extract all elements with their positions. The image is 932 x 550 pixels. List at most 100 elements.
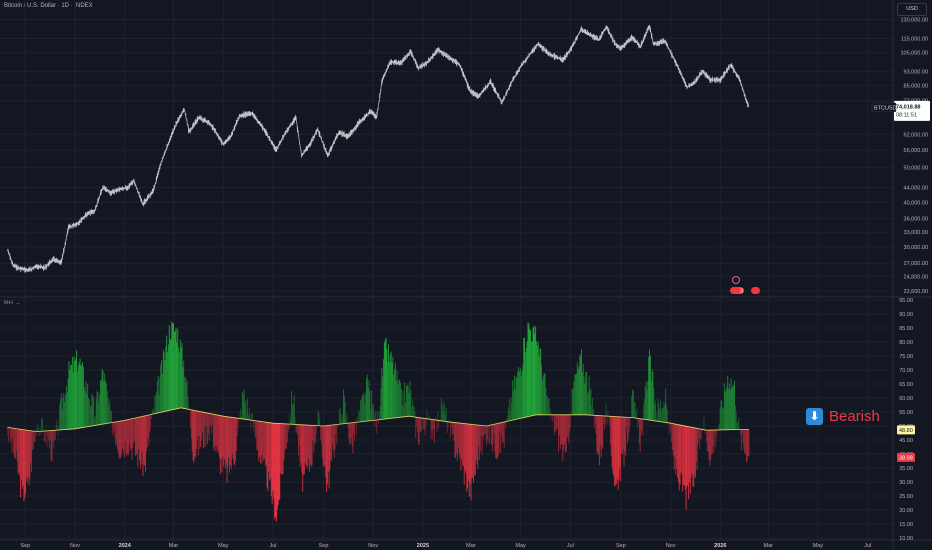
mfi-bar [376, 420, 378, 434]
mfi-bar [32, 431, 34, 450]
mfi-bar [135, 417, 137, 456]
mfi-bar [212, 414, 214, 426]
mfi-bar [330, 425, 332, 460]
mfi-bar [223, 416, 225, 467]
mfi-bar [535, 326, 537, 416]
mfi-bar [464, 423, 466, 471]
mfi-bar [626, 417, 628, 444]
mfi-bar [610, 416, 612, 457]
mfi-bar [468, 424, 470, 497]
mfi-bar [275, 423, 277, 522]
mfi-bar [511, 402, 513, 421]
mfi-bar [239, 413, 241, 419]
mfi-bar [151, 409, 153, 415]
last-price-countdown: 08:11:51 [896, 112, 917, 118]
mfi-bar [161, 360, 163, 413]
mfi-bar [284, 423, 286, 451]
mfi-bar [492, 424, 494, 444]
mfi-bar [359, 412, 361, 422]
indicator-legend[interactable]: MFI → [4, 300, 21, 306]
mfi-bar [598, 415, 600, 466]
mfi-bar [526, 341, 528, 417]
mfi-bar [157, 376, 159, 413]
mfi-bar [56, 419, 58, 431]
mfi-bar [245, 400, 247, 420]
mfi-bar [122, 420, 123, 449]
mfi-bar [597, 415, 599, 456]
mfi-bar [420, 417, 422, 432]
mfi-bar [404, 381, 406, 417]
mfi-bar [612, 416, 614, 474]
mfi-bar [238, 418, 240, 420]
mfi-bar [346, 413, 348, 424]
mfi-bar [596, 415, 598, 452]
mfi-bar [538, 356, 540, 415]
mfi-bar [344, 402, 346, 424]
mfi-bar [531, 341, 533, 416]
mfi-bar [236, 418, 238, 436]
mfi-bar [296, 424, 298, 433]
mfi-bar [185, 382, 187, 409]
mfi-bar [742, 429, 744, 444]
mfi-bar [411, 398, 413, 417]
mfi-bar [678, 424, 680, 491]
mfi-bar [723, 408, 724, 430]
symbol-title: Bitcoin / U.S. Dollar · 1D · INDEX [4, 3, 93, 9]
mfi-bar [26, 430, 28, 483]
mfi-bar [263, 421, 265, 460]
mfi-bar [314, 425, 316, 444]
mfi-bar [719, 408, 721, 430]
mfi-bar [91, 393, 93, 427]
mfi-bar [456, 422, 458, 453]
currency-button[interactable]: USD [897, 3, 927, 16]
mfi-bar [347, 423, 349, 428]
down-arrow-icon: ⬇ [806, 407, 823, 425]
mfi-bar [136, 417, 138, 454]
mfi-bar [326, 425, 327, 493]
mfi-bar [528, 323, 530, 417]
mfi-bar [580, 356, 582, 415]
mfi-bar [96, 390, 98, 426]
mfi-bar [51, 430, 53, 462]
mfi-bar [388, 361, 390, 419]
mfi-bar [102, 370, 104, 425]
mfi-bar [268, 422, 270, 472]
mfi-bar [123, 420, 125, 458]
mfi-bar [650, 381, 652, 421]
mfi-bar [86, 393, 88, 427]
mfi-bar [394, 362, 396, 418]
mfi-bar [480, 425, 482, 436]
mfi-bar [582, 363, 584, 415]
mfi-bar [241, 391, 243, 419]
mfi-bar [321, 425, 323, 458]
mfi-bar [82, 362, 84, 428]
mfi-bar [29, 430, 31, 480]
mfi-bar [529, 329, 531, 417]
lightning-icon [732, 276, 740, 284]
mfi-bar [409, 381, 411, 417]
mfi-bar [633, 401, 635, 418]
mfi-bar [219, 415, 221, 474]
mfi-bar [467, 423, 469, 489]
mfi-tick-label: 75.00 [899, 354, 913, 360]
mfi-bar [564, 414, 565, 445]
mfi-bar [397, 383, 399, 418]
mfi-bar [428, 415, 430, 420]
symbol-tag-box [871, 102, 897, 113]
mfi-bar [362, 394, 364, 422]
mfi-bar [172, 322, 174, 410]
mfi-bar [735, 412, 737, 430]
mfi-bar [383, 342, 385, 420]
mfi-bar [273, 423, 275, 500]
mfi-bar [224, 416, 225, 460]
mfi-bar [278, 423, 280, 501]
mfi-bar [632, 389, 633, 418]
mfi-bar [656, 418, 658, 422]
mfi-bar [448, 419, 450, 422]
mfi-bar [521, 370, 523, 419]
mfi-bar [7, 427, 9, 436]
mfi-bar [145, 415, 146, 473]
mfi-bar [87, 383, 89, 427]
mfi-bar [291, 390, 293, 425]
